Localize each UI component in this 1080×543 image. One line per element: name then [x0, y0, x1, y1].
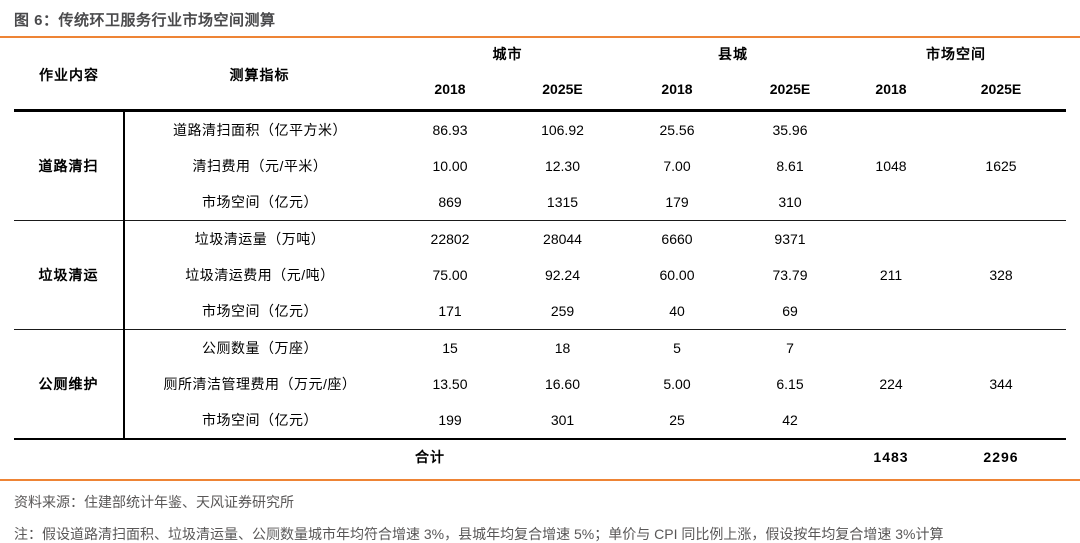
block-garbage-removal: 垃圾清运 垃圾清运量（万吨） 22802 28044 6660 9371 211…: [14, 220, 1066, 330]
value-cell: 1315: [546, 194, 579, 210]
value-cell: 15: [442, 340, 458, 356]
value-cell: 42: [782, 412, 798, 428]
table-row: 市场空间（亿元） 869 1315 179 310: [14, 184, 1066, 221]
table-row: 厕所清洁管理费用（万元/座） 13.50 16.60 5.00 6.15: [14, 366, 1066, 402]
header-indicator: 测算指标: [229, 66, 290, 83]
source-note: 资料来源：住建部统计年鉴、天风证券研究所: [14, 494, 294, 510]
table-row: 合计 1483 2296: [14, 439, 1066, 474]
value-cell: 86.93: [432, 122, 468, 138]
value-cell: 13.50: [432, 376, 468, 392]
header-group-market-space: 市场空间: [926, 46, 986, 62]
value-cell: 171: [438, 303, 462, 319]
value-cell: 9371: [774, 231, 806, 247]
indicator-cell: 市场空间（亿元）: [202, 303, 318, 319]
market-space-2025e-cell: 344: [989, 376, 1013, 392]
market-space-2025e-cell: 328: [989, 267, 1013, 283]
header-work-content: 作业内容: [39, 66, 99, 83]
value-cell: 25.56: [659, 122, 695, 138]
table-header: 作业内容 测算指标 城市 县城 市场空间 2018 2025E 2018 202…: [14, 40, 1066, 111]
header-county-2025e: 2025E: [769, 80, 811, 97]
table-row: 公厕维护 公厕数量（万座） 15 18 5 7 224 344: [14, 329, 1066, 439]
value-cell: 75.00: [432, 267, 468, 283]
value-cell: 6.15: [776, 376, 804, 392]
table-row: 市场空间（亿元） 171 259 40 69: [14, 293, 1066, 330]
value-cell: 28044: [543, 231, 582, 247]
header-group-city: 城市: [492, 46, 523, 62]
header-county-2018: 2018: [661, 80, 693, 97]
value-cell: 40: [669, 303, 685, 319]
value-cell: 301: [550, 412, 575, 428]
table-row: 市场空间（亿元） 199 301 25 42: [14, 402, 1066, 439]
value-cell: 869: [438, 194, 462, 210]
value-cell: 179: [665, 194, 689, 210]
total-2025e-value: 2296: [983, 449, 1019, 465]
work-content-cell: 公厕维护: [14, 329, 125, 439]
value-cell: 310: [778, 194, 802, 210]
value-cell: 35.96: [772, 122, 808, 138]
indicator-cell: 公厕数量（万座）: [202, 340, 318, 356]
indicator-cell: 市场空间（亿元）: [202, 412, 318, 428]
indicator-cell: 垃圾清运费用（元/吨）: [185, 267, 335, 283]
header-market-2018: 2018: [875, 80, 907, 97]
value-cell: 25: [669, 412, 685, 428]
total-label: 合计: [415, 449, 445, 465]
indicator-cell: 厕所清洁管理费用（万元/座）: [163, 376, 357, 392]
header-group-county: 县城: [718, 46, 748, 62]
block-public-toilet-maintenance: 公厕维护 公厕数量（万座） 15 18 5 7 224 344 厕所清洁管理费用…: [14, 329, 1066, 439]
value-cell: 69: [782, 303, 798, 319]
value-cell: 5: [673, 340, 681, 356]
market-space-2018-cell: 224: [879, 376, 903, 392]
header-group-row: 作业内容 测算指标 城市 县城 市场空间: [14, 40, 1066, 83]
value-cell: 73.79: [772, 267, 808, 283]
value-cell: 7.00: [663, 158, 691, 174]
value-cell: 92.24: [544, 267, 581, 283]
value-cell: 22802: [430, 231, 470, 247]
value-cell: 10.00: [432, 158, 468, 174]
table-row: 清扫费用（元/平米） 10.00 12.30 7.00 8.61: [14, 148, 1066, 184]
block-road-cleaning: 道路清扫 道路清扫面积（亿平方米） 86.93 106.92 25.56 35.…: [14, 110, 1066, 221]
total-row: 合计 1483 2296: [14, 439, 1066, 474]
page-title: 图 6：传统环卫服务行业市场空间测算: [14, 12, 276, 29]
market-space-table: 作业内容 测算指标 城市 县城 市场空间 2018 2025E 2018 202…: [14, 40, 1066, 474]
value-cell: 8.61: [776, 158, 804, 174]
value-cell: 199: [438, 412, 462, 428]
figure-title-bar: 图 6：传统环卫服务行业市场空间测算: [0, 0, 1080, 38]
header-market-2025e: 2025E: [980, 80, 1022, 97]
value-cell: 60.00: [659, 267, 695, 283]
assumption-note: 注：假设道路清扫面积、垃圾清运量、公厕数量城市年均符合增速 3%，县城年均复合增…: [14, 526, 944, 542]
value-cell: 16.60: [544, 376, 581, 392]
header-year-row: 2018 2025E 2018 2025E 2018 2025E: [14, 68, 1066, 111]
work-content-cell: 垃圾清运: [14, 220, 125, 330]
value-cell: 7: [786, 340, 794, 356]
header-city-2018: 2018: [434, 80, 466, 97]
value-cell: 106.92: [541, 122, 584, 138]
indicator-cell: 市场空间（亿元）: [202, 194, 318, 210]
value-cell: 5.00: [663, 376, 691, 392]
value-cell: 259: [550, 303, 575, 319]
market-space-2025e-cell: 1625: [985, 158, 1017, 174]
indicator-cell: 道路清扫面积（亿平方米）: [173, 122, 347, 138]
header-city-2025e: 2025E: [542, 80, 583, 97]
table-row: 垃圾清运 垃圾清运量（万吨） 22802 28044 6660 9371 211…: [14, 220, 1066, 330]
work-content-cell: 道路清扫: [14, 110, 125, 221]
market-space-2018-cell: 1048: [875, 158, 907, 174]
table-row: 垃圾清运费用（元/吨） 75.00 92.24 60.00 73.79: [14, 257, 1066, 293]
total-2018-value: 1483: [873, 449, 909, 465]
bottom-divider: [0, 479, 1080, 481]
indicator-cell: 清扫费用（元/平米）: [192, 158, 328, 174]
value-cell: 18: [554, 340, 571, 356]
market-space-2018-cell: 211: [879, 267, 903, 283]
value-cell: 6660: [661, 231, 693, 247]
table-row: 道路清扫 道路清扫面积（亿平方米） 86.93 106.92 25.56 35.…: [14, 110, 1066, 221]
indicator-cell: 垃圾清运量（万吨）: [194, 231, 326, 247]
value-cell: 12.30: [544, 158, 581, 174]
